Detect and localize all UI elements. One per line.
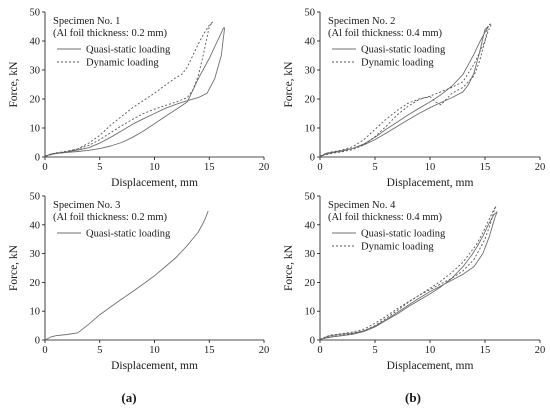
y-tick-label-1-2: 20 [30, 95, 41, 106]
y-tick-label-4-3: 30 [305, 249, 316, 260]
y-tick-label-3-3: 30 [30, 249, 41, 260]
chart-panel-3: 0 5 10 15 20 0 10 20 30 40 50 Displacement, mm Force… [8, 192, 269, 373]
y-axis-label-3: Force, kN [8, 244, 20, 291]
y-tick-label-2-2: 20 [305, 95, 316, 106]
y-tick-label-1-0: 0 [35, 153, 40, 164]
x-tick-label-4-4: 20 [535, 345, 546, 356]
y-tick-label-4-1: 10 [305, 307, 316, 318]
x-tick-label-2-2: 10 [425, 162, 436, 173]
chart-panel-4: 0 5 10 15 20 0 10 20 30 40 50 Displacement, mm Force… [283, 192, 545, 373]
legend-label-1-1: Quasi-static loading [86, 45, 171, 56]
y-tick-label-1-4: 40 [30, 37, 41, 48]
series-line-4-2 [319, 205, 497, 341]
y-tick-label-4-4: 40 [305, 220, 316, 231]
y-tick-label-3-4: 40 [30, 220, 41, 231]
x-tick-label-1-4: 20 [259, 162, 270, 173]
y-axis-label-1: Force, kN [8, 61, 20, 108]
series-line-1-2 [44, 21, 213, 158]
x-tick-label-4-3: 15 [480, 345, 491, 356]
y-axis-label-2: Force, kN [283, 61, 295, 108]
y-tick-label-4-2: 20 [305, 278, 316, 289]
series-line-1-1 [44, 27, 226, 158]
x-tick-label-2-1: 5 [372, 162, 377, 173]
legend-label-2-1: Quasi-static loading [361, 45, 446, 56]
y-tick-label-1-3: 30 [30, 66, 41, 77]
x-tick-label-3-3: 15 [204, 345, 215, 356]
panel-subtitle-1: (Al foil thickness: 0.2 mm) [53, 28, 168, 39]
y-tick-label-4-0: 0 [310, 336, 315, 347]
x-axis-label-1: Displacement, mm [111, 177, 198, 189]
y-tick-label-2-0: 0 [310, 153, 315, 164]
chart-panel-2: 0 5 10 15 20 0 10 20 30 40 50 Displacement, mm Force… [283, 8, 545, 190]
panel-subtitle-4: (Al foil thickness: 0.4 mm) [328, 212, 443, 223]
panel-title-1: Specimen No. 1 [53, 16, 120, 27]
y-tick-label-3-5: 50 [30, 192, 41, 203]
y-tick-label-3-2: 20 [30, 278, 41, 289]
x-axis-label-2: Displacement, mm [387, 177, 474, 189]
y-tick-label-4-5: 50 [305, 192, 316, 203]
y-tick-label-3-0: 0 [35, 336, 40, 347]
y-tick-label-2-4: 40 [305, 37, 316, 48]
series-line-3-1 [44, 210, 209, 341]
x-tick-label-3-1: 5 [97, 345, 102, 356]
legend-label-4-1: Quasi-static loading [361, 229, 446, 240]
panel-subtitle-2: (Al foil thickness: 0.4 mm) [328, 28, 443, 39]
y-axis-label-4: Force, kN [283, 244, 295, 291]
y-tick-label-2-1: 10 [305, 124, 316, 135]
panel-title-2: Specimen No. 2 [328, 16, 395, 27]
x-tick-label-3-2: 10 [149, 345, 160, 356]
x-tick-label-3-4: 20 [259, 345, 270, 356]
x-axis-label-4: Displacement, mm [387, 360, 474, 372]
y-tick-label-1-5: 50 [30, 8, 41, 19]
x-tick-label-2-0: 0 [317, 162, 322, 173]
chart-panel-1: 0 5 10 15 20 0 10 20 30 40 50 Displacement, mm Force… [8, 8, 269, 190]
x-tick-label-1-3: 15 [204, 162, 215, 173]
legend-label-3-1: Quasi-static loading [86, 229, 171, 240]
legend-label-1-2: Dynamic loading [86, 58, 159, 69]
x-tick-label-3-0: 0 [42, 345, 47, 356]
x-tick-label-4-0: 0 [317, 345, 322, 356]
y-tick-label-2-3: 30 [305, 66, 316, 77]
x-tick-label-1-1: 5 [97, 162, 102, 173]
x-tick-label-1-2: 10 [149, 162, 160, 173]
panel-title-3: Specimen No. 3 [53, 200, 120, 211]
figure-label-b: (b) [405, 390, 421, 405]
figure-label-a: (a) [121, 390, 136, 405]
x-tick-label-2-3: 15 [480, 162, 491, 173]
x-tick-label-4-2: 10 [425, 345, 436, 356]
legend-label-4-2: Dynamic loading [361, 242, 434, 253]
x-tick-label-4-1: 5 [372, 345, 377, 356]
series-line-2-2 [319, 23, 493, 158]
y-tick-label-1-1: 10 [30, 124, 41, 135]
panel-title-4: Specimen No. 4 [328, 200, 396, 211]
x-tick-label-2-4: 20 [535, 162, 546, 173]
y-tick-label-2-5: 50 [305, 8, 316, 19]
y-tick-label-3-1: 10 [30, 307, 41, 318]
x-axis-label-3: Displacement, mm [111, 360, 198, 372]
series-line-4-1 [319, 211, 498, 341]
x-tick-label-1-0: 0 [42, 162, 47, 173]
panel-subtitle-3: (Al foil thickness: 0.2 mm) [53, 212, 168, 223]
series-line-2-1 [319, 26, 489, 158]
legend-label-2-2: Dynamic loading [361, 58, 434, 69]
